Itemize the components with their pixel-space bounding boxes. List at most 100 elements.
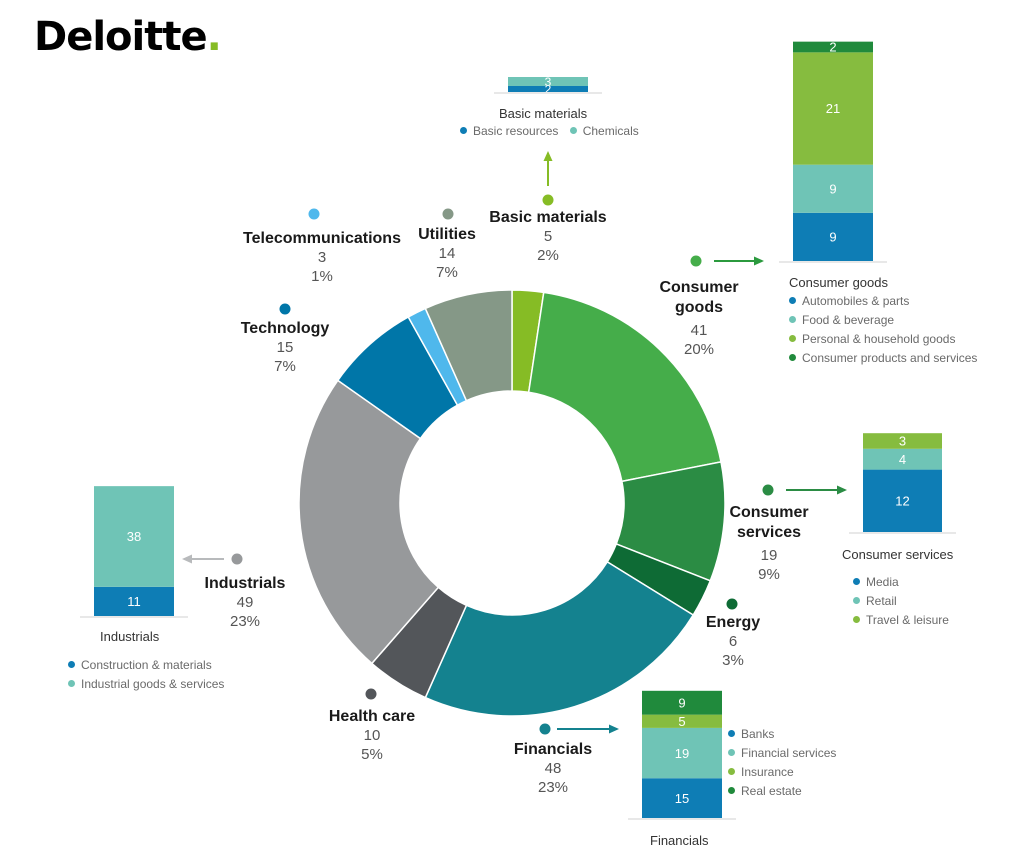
bar-segment-construction-and-materials	[94, 586, 174, 616]
bullet-icon	[68, 661, 75, 669]
bullet-icon	[853, 597, 860, 605]
sector-name: Consumer goods	[659, 279, 739, 316]
bar-value-label: 9	[829, 181, 836, 196]
bullet-icon	[789, 354, 796, 362]
sector-name: Technology	[240, 320, 330, 337]
breakdown-title-financials: Financials	[650, 833, 709, 848]
bullet-icon	[853, 578, 860, 586]
bar-value-label: 12	[895, 493, 909, 508]
sector-value: 3	[317, 249, 327, 266]
stacked-bar-consumer-services: 12 4 3	[849, 433, 956, 534]
sector-percent: 9%	[758, 565, 780, 583]
legend-item: Banks	[728, 725, 836, 744]
label-industrials: Industrials 49 23%	[195, 574, 295, 632]
arrow-consumer-goods	[714, 256, 764, 266]
bar-value-label: 11	[127, 594, 141, 609]
bar-segment-industrial-goods-and-services	[94, 486, 174, 587]
bar-segment-retail	[863, 448, 942, 470]
label-consumer-services: Consumer services 19 9%	[720, 503, 818, 585]
bar-value-label: 2	[545, 82, 552, 96]
label-technology: Technology 15 7%	[230, 319, 340, 377]
sector-percent: 5%	[361, 745, 383, 763]
label-financials: Financials 48 23%	[498, 740, 608, 798]
legend-item: Insurance	[728, 763, 836, 782]
bullet-icon	[728, 768, 735, 776]
sector-percent: 3%	[722, 651, 744, 669]
bullet-icon	[853, 616, 860, 624]
label-energy: Energy 6 3%	[693, 613, 773, 671]
breakdown-title-consumer-services: Consumer services	[842, 547, 954, 562]
marker-dot-financials	[539, 723, 551, 735]
bullet-icon	[460, 127, 467, 135]
legend-financials: Banks Financial services Insurance Real …	[728, 725, 836, 801]
legend-item: Travel & leisure	[853, 611, 949, 630]
stacked-bar-basic-materials: 23	[494, 75, 602, 96]
label-utilities: Utilities 14 7%	[402, 225, 492, 283]
bar-segment-real-estate	[642, 690, 722, 715]
sector-value: 15	[276, 339, 294, 356]
bar-value-label: 2	[829, 40, 836, 55]
bar-value-label: 3	[899, 434, 906, 449]
bar-segment-personal-and-household-goods	[793, 52, 873, 165]
donut-slice-utilities	[424, 289, 513, 402]
bar-value-label: 21	[826, 101, 840, 116]
marker-dot-consumer-goods	[690, 255, 702, 267]
sector-percent: 20%	[683, 340, 715, 358]
sector-value: 6	[728, 633, 738, 650]
sector-percent: 1%	[311, 267, 333, 285]
legend-consumer-goods: Automobiles & parts Food & beverage Pers…	[789, 292, 977, 368]
stacked-bar-consumer-goods: 9 9 21 2	[779, 40, 887, 263]
marker-dot-health-care	[365, 688, 377, 700]
sector-percent: 23%	[537, 778, 569, 796]
bar-segment-financial-services	[642, 727, 722, 779]
bar-value-label: 19	[675, 746, 689, 761]
bar-segment-food-and-beverage	[793, 164, 873, 213]
bar-segment-basic-resources	[508, 86, 588, 92]
bar-value-label: 5	[678, 714, 685, 729]
sector-percent: 2%	[537, 246, 559, 264]
sector-percent: 7%	[274, 357, 296, 375]
legend-item: Media	[853, 573, 949, 592]
legend-item: Industrial goods & services	[68, 675, 224, 694]
marker-dot-telecommunications	[308, 208, 320, 220]
arrow-financials	[557, 724, 619, 734]
bullet-icon	[789, 335, 796, 343]
bullet-icon	[789, 297, 796, 305]
deloitte-logo: Deloitte.	[34, 14, 222, 60]
sector-value: 41	[690, 322, 708, 339]
stacked-bar-financials: 15 19 5 9	[628, 690, 736, 820]
legend-item: Retail	[853, 592, 949, 611]
legend-item: Basic resources	[460, 122, 558, 141]
sector-percent: 23%	[229, 612, 261, 630]
label-consumer-goods: Consumer goods 41 20%	[650, 278, 748, 360]
marker-dot-technology	[279, 303, 291, 315]
bar-segment-consumer-products-and-services	[793, 41, 873, 53]
bar-value-label: 38	[127, 529, 141, 544]
sector-name: Financials	[513, 741, 593, 758]
arrow-consumer-services	[786, 485, 847, 495]
label-basic-materials: Basic materials 5 2%	[478, 208, 618, 266]
sector-value: 19	[760, 547, 778, 564]
marker-dot-utilities	[442, 208, 454, 220]
arrow-basic-materials	[543, 151, 553, 186]
bar-value-label: 4	[899, 452, 906, 467]
breakdown-title-basic-materials: Basic materials	[499, 106, 588, 121]
sector-name: Energy	[705, 614, 761, 631]
bar-value-label: 3	[545, 75, 552, 89]
sector-name: Basic materials	[489, 209, 607, 226]
bullet-icon	[728, 787, 735, 795]
legend-item: Real estate	[728, 782, 836, 801]
sector-name: Utilities	[418, 226, 476, 243]
legend-item: Consumer products and services	[789, 349, 977, 368]
sector-name: Health care	[328, 708, 416, 725]
sector-value: 48	[544, 760, 562, 777]
bar-segment-insurance	[642, 714, 722, 728]
legend-item: Construction & materials	[68, 656, 224, 675]
legend-item: Food & beverage	[789, 311, 977, 330]
legend-consumer-services: Media Retail Travel & leisure	[853, 573, 949, 630]
donut-slice-consumer-goods	[527, 291, 722, 483]
legend-item: Automobiles & parts	[789, 292, 977, 311]
stacked-bar-industrials: 11 38	[80, 486, 188, 618]
bar-segment-travel-and-leisure	[863, 433, 942, 449]
